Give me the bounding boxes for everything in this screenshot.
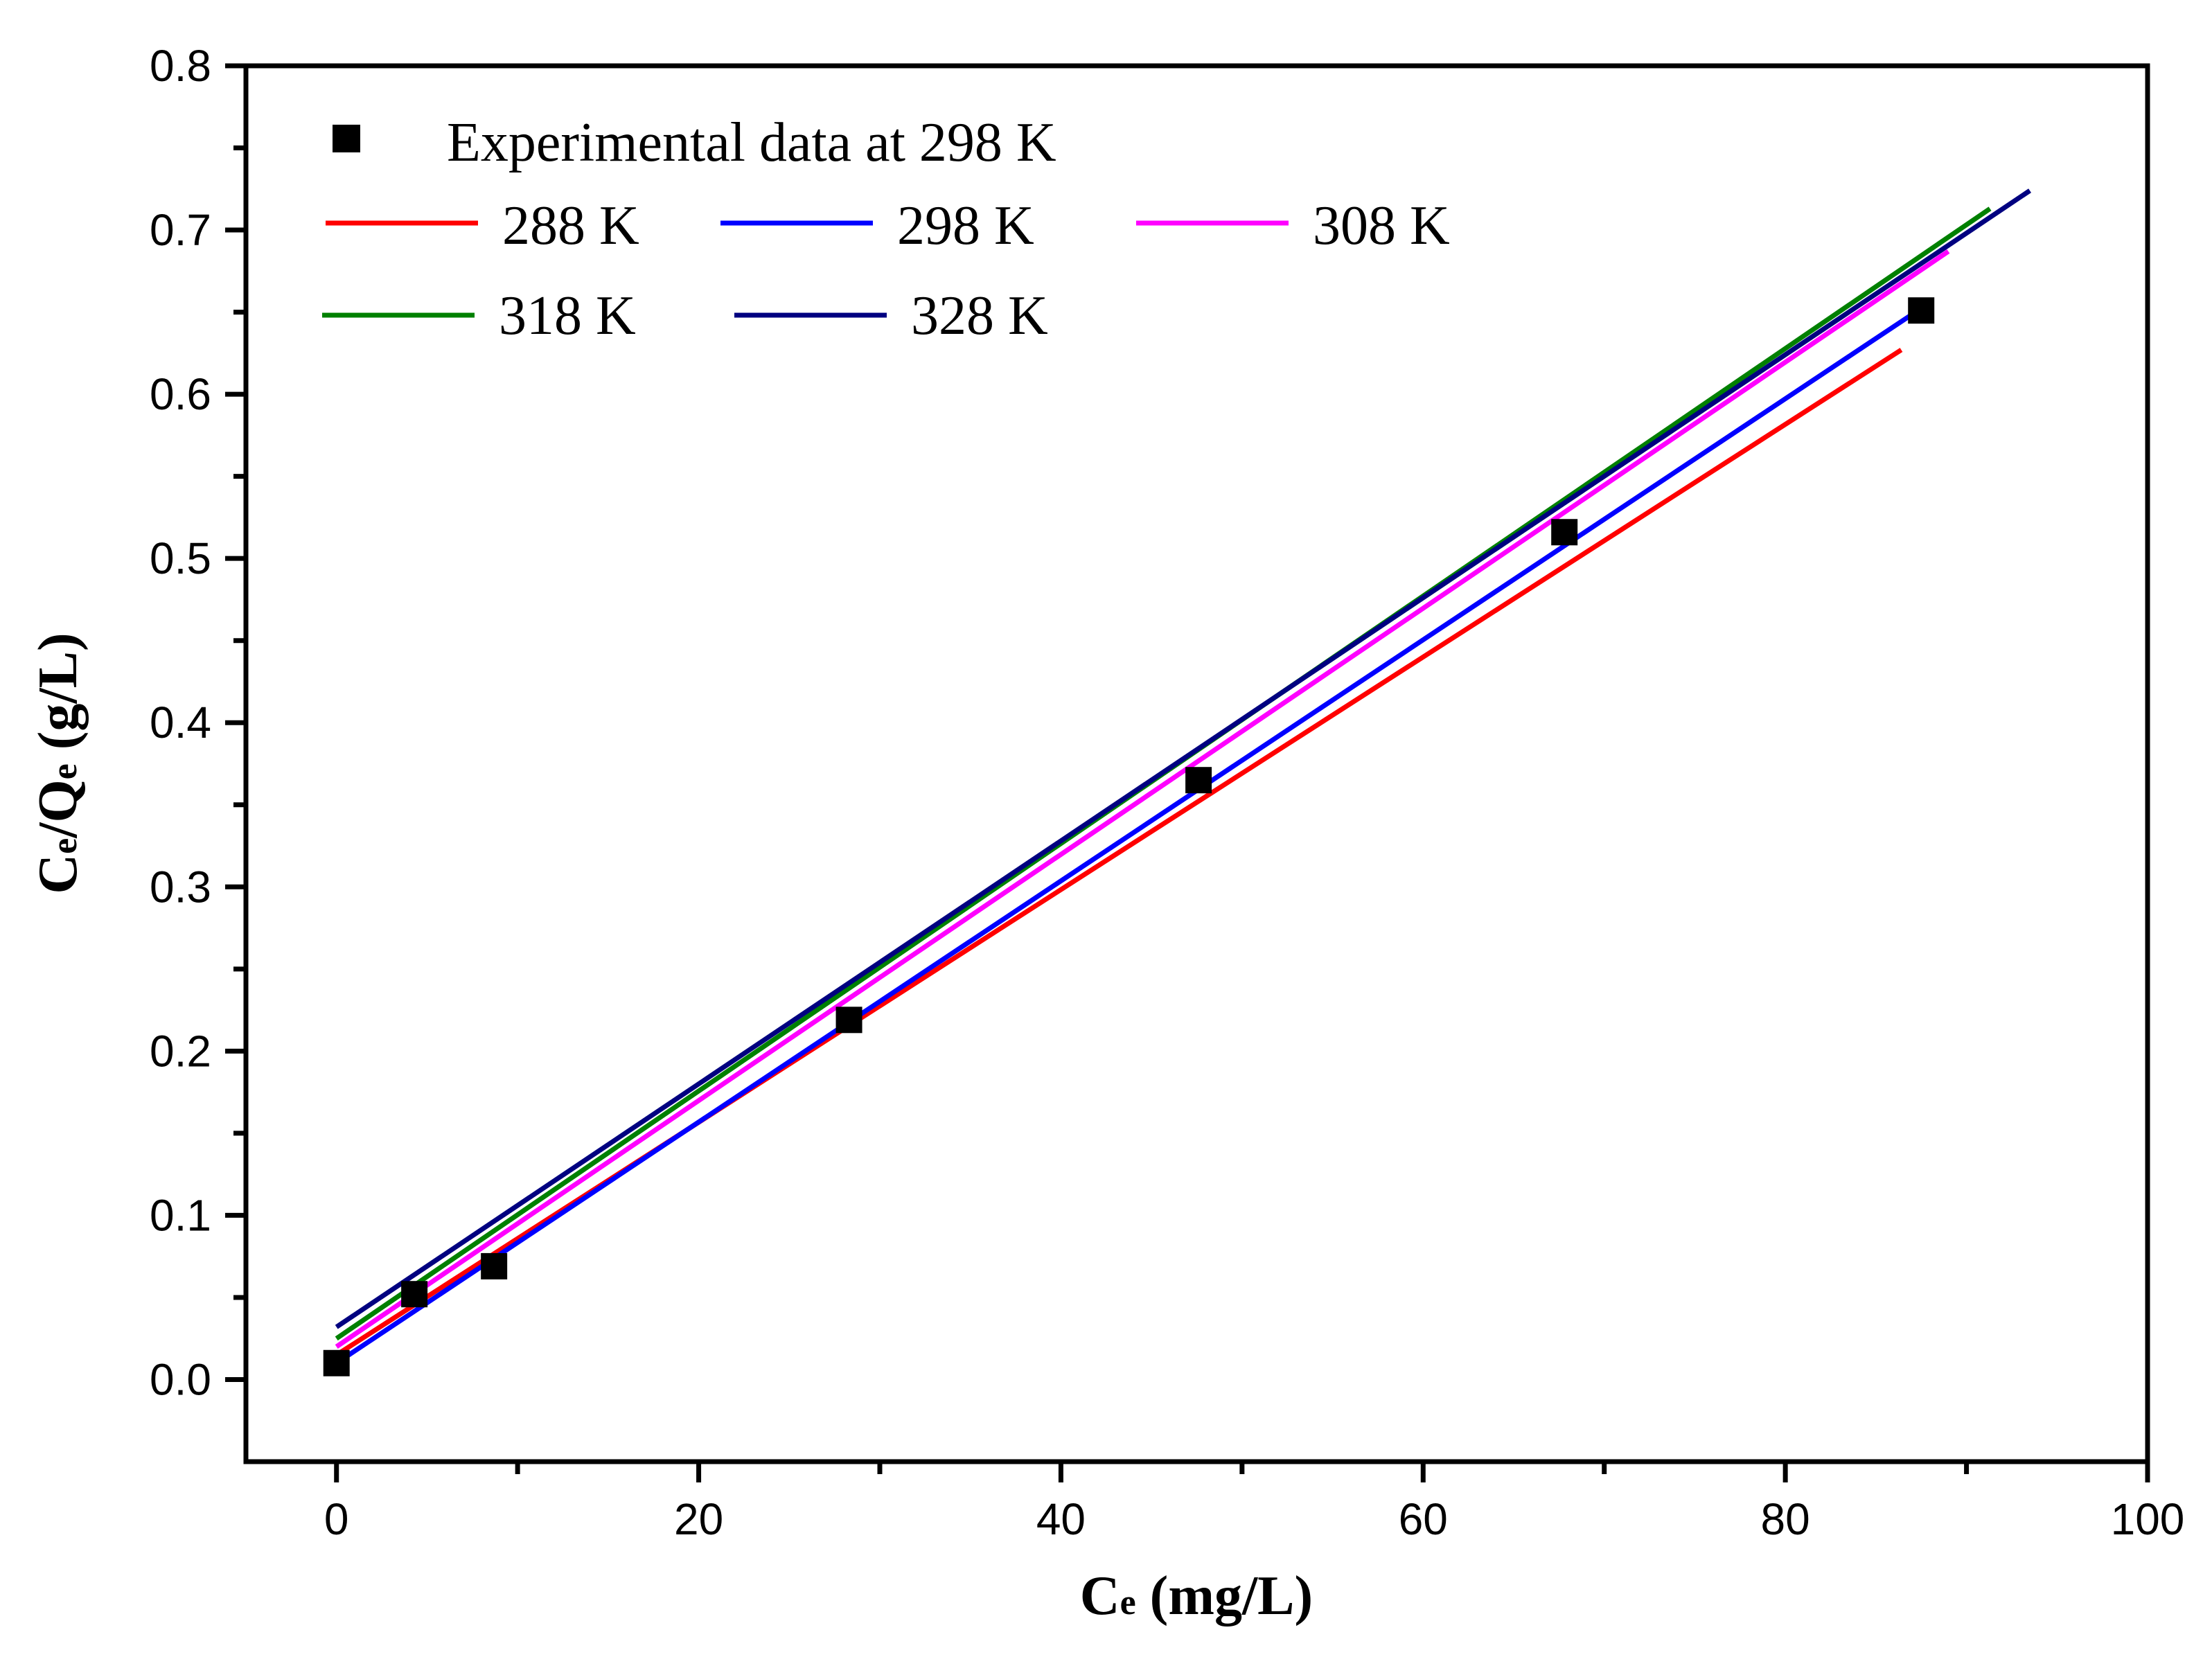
y-tick-label: 0.2: [150, 1026, 211, 1076]
data-points: [323, 297, 1935, 1376]
legend-label-298k: 298 K: [897, 195, 1034, 256]
y-tick-label: 0.5: [150, 533, 211, 583]
legend-label-328k: 328 K: [911, 285, 1048, 346]
fit-line-328k: [335, 188, 2032, 1329]
x-tick-label: 80: [1761, 1494, 1810, 1544]
fit-line-298k: [335, 300, 1932, 1365]
y-tick-label: 0.8: [150, 41, 211, 91]
y-tick-label: 0.6: [150, 369, 211, 419]
legend-label-288k: 288 K: [502, 195, 639, 256]
data-point: [1185, 767, 1212, 794]
y-tick-label: 0.1: [150, 1190, 211, 1240]
fit-lines: [335, 188, 2032, 1365]
legend-label-308k: 308 K: [1313, 195, 1450, 256]
x-tick-label: 100: [2111, 1494, 2185, 1544]
data-point: [1551, 519, 1578, 546]
legend-marker-experimental: [333, 125, 360, 152]
data-point: [401, 1281, 428, 1308]
x-axis-ticks: 0 20 40 60 80 100: [324, 1462, 2184, 1544]
legend: Experimental data at 298 K 288 K 298 K 3…: [322, 112, 1450, 346]
y-tick-label: 0.7: [150, 205, 211, 255]
fit-line-308k: [335, 249, 1950, 1349]
data-point: [323, 1349, 350, 1376]
x-tick-label: 40: [1036, 1494, 1086, 1544]
y-axis-ticks: 0.0 0.1 0.2 0.3 0.4 0.5 0.6 0.7 0.8: [150, 41, 246, 1404]
data-point: [481, 1252, 508, 1279]
y-tick-label: 0.3: [150, 862, 211, 912]
x-tick-label: 20: [674, 1494, 723, 1544]
y-tick-label: 0.4: [150, 698, 211, 747]
x-tick-label: 0: [324, 1494, 349, 1544]
x-tick-label: 60: [1399, 1494, 1448, 1544]
y-axis-title: Ce/Qe (g/L): [28, 632, 89, 894]
data-point: [1908, 297, 1935, 324]
x-axis-title: Ce (mg/L): [1080, 1566, 1313, 1627]
legend-label-experimental: Experimental data at 298 K: [447, 112, 1056, 173]
data-point: [835, 1007, 862, 1034]
plot-frame: [243, 63, 2150, 1464]
legend-label-318k: 318 K: [499, 285, 636, 346]
y-tick-label: 0.0: [150, 1354, 211, 1404]
